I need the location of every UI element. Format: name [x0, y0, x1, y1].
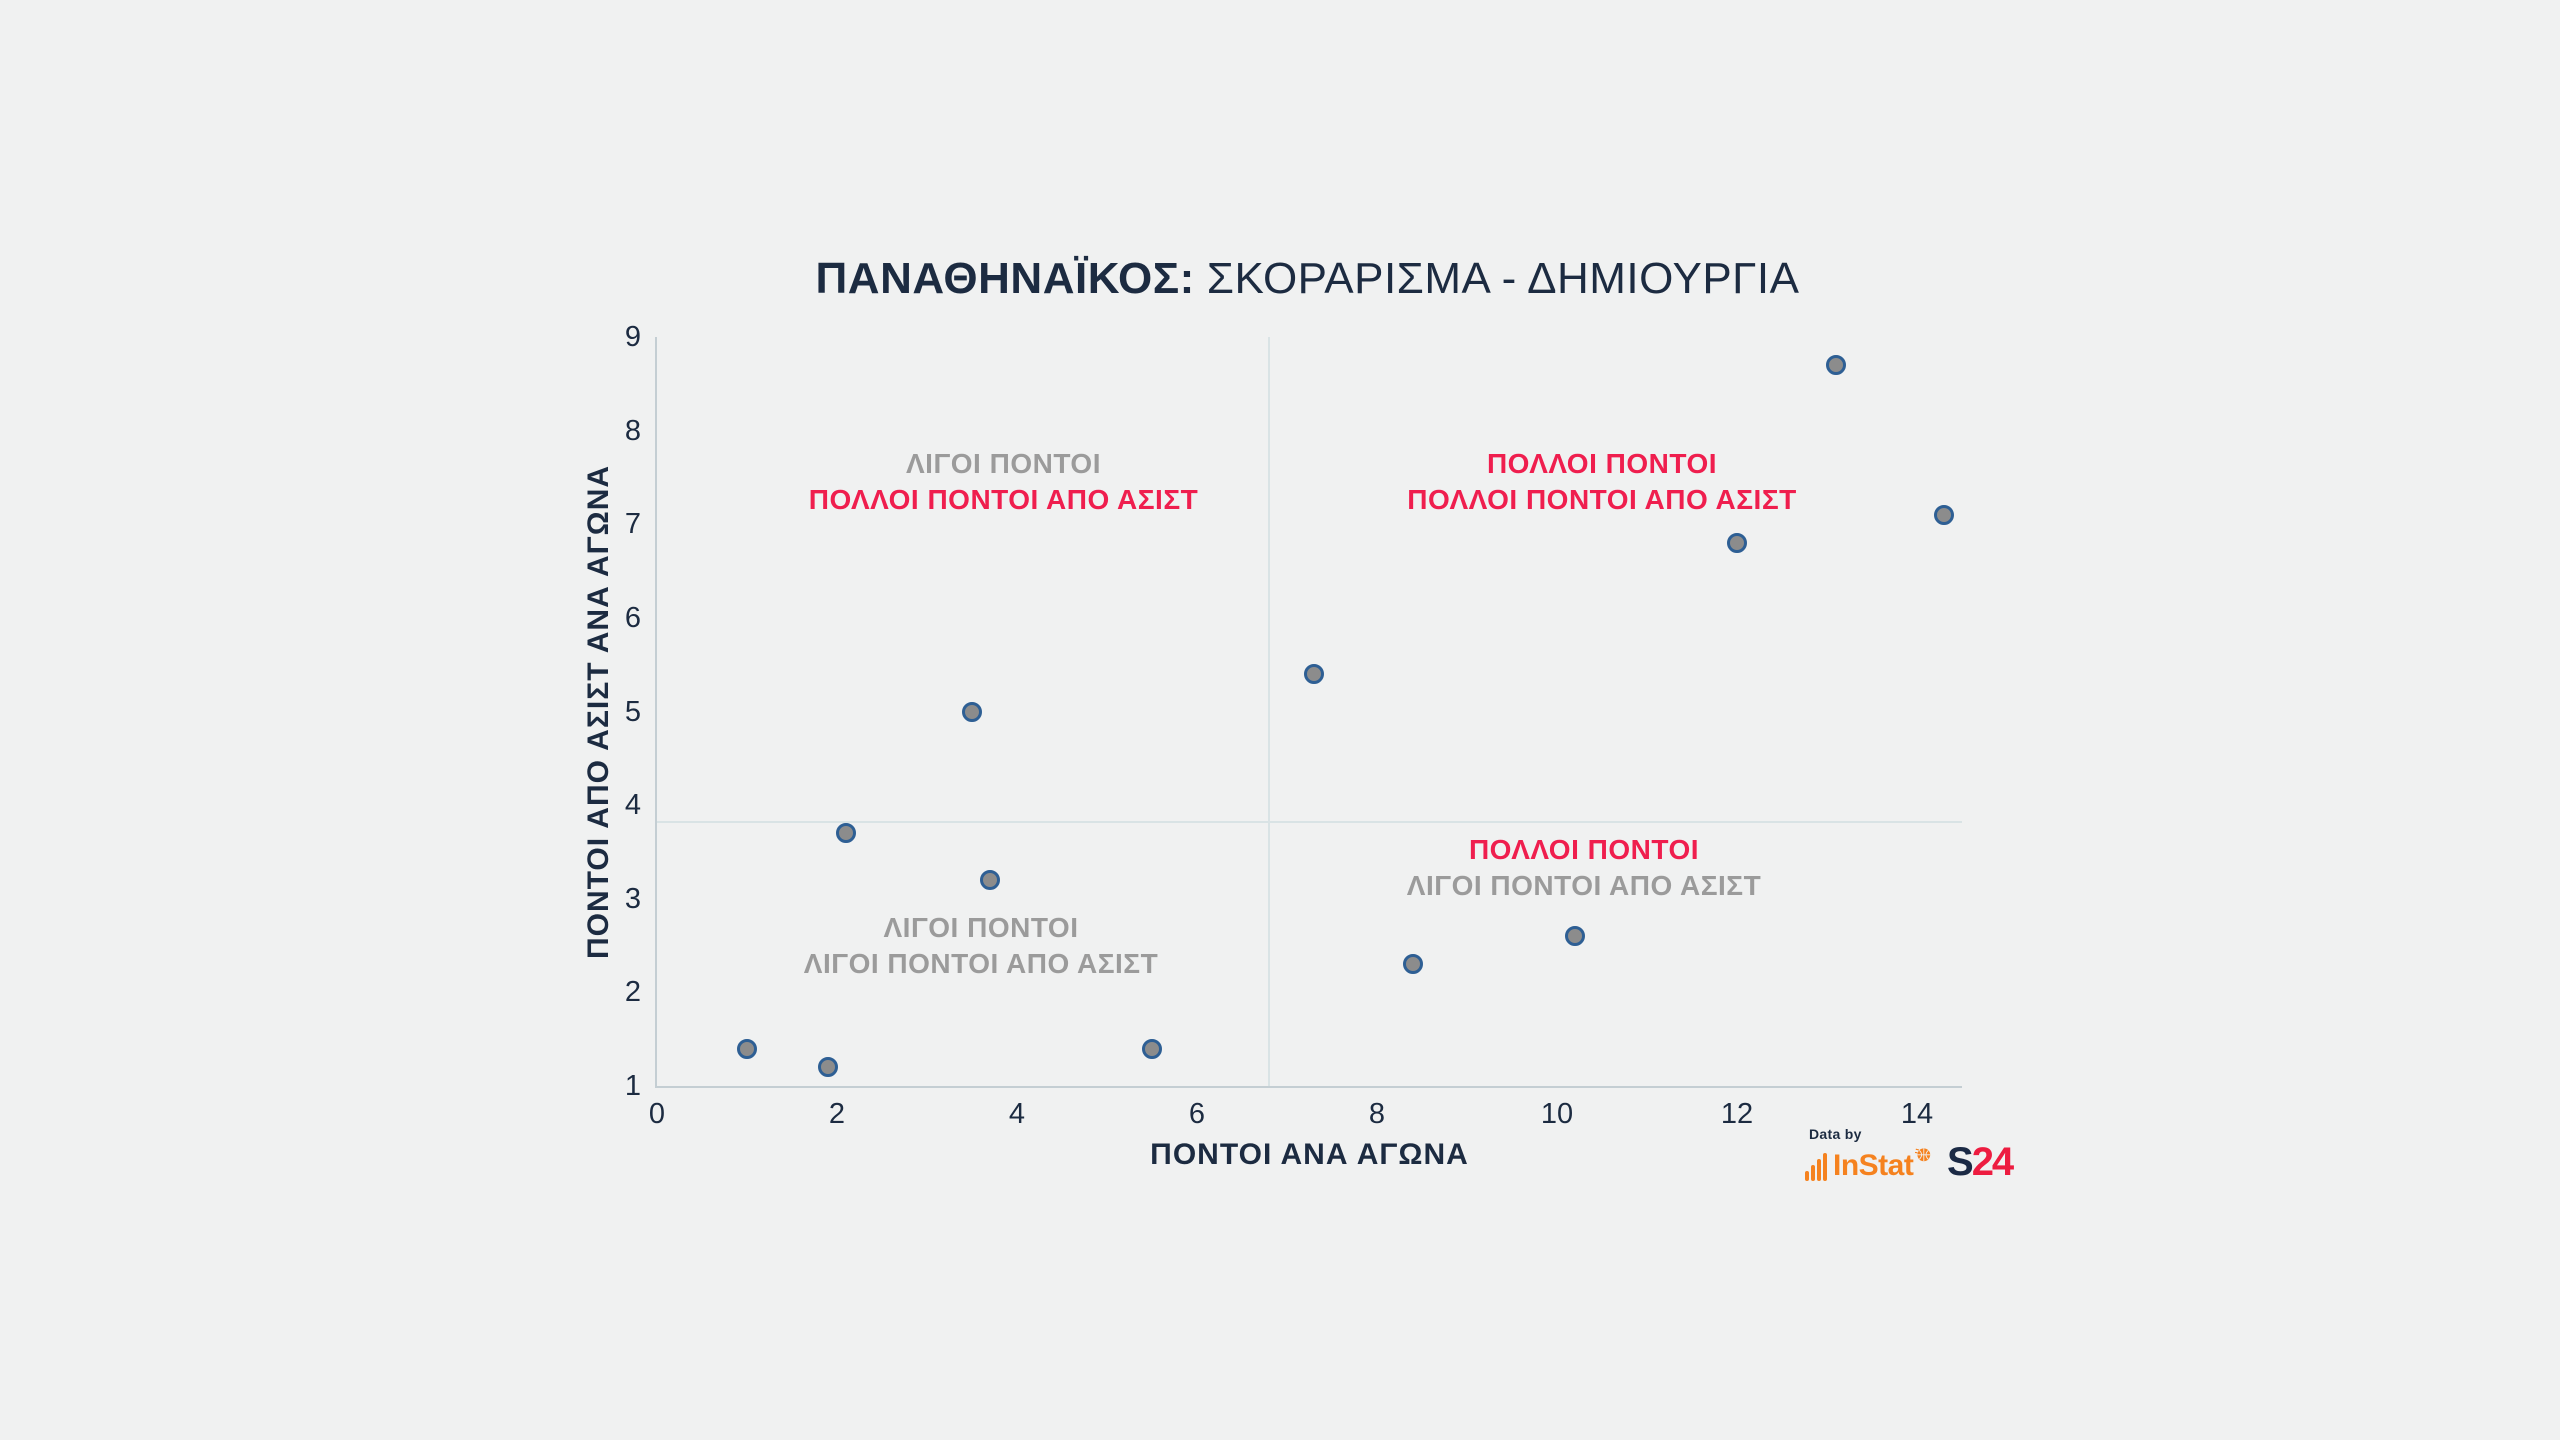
data-point [1403, 954, 1423, 975]
x-tick-label: 6 [1188, 1098, 1206, 1130]
data-point [962, 701, 982, 722]
quadrant-label-line: ΛΙΓΟΙ ΠΟΝΤΟΙ [905, 448, 1101, 480]
quadrant-divider-horizontal [657, 820, 1962, 823]
quadrant-label-line: ΠΟΛΛΟΙ ΠΟΝΤΟΙ [1486, 448, 1718, 480]
y-tick-label: 8 [624, 414, 641, 447]
s24-letter: S [1947, 1140, 1974, 1184]
y-tick-label: 7 [624, 508, 641, 541]
y-tick-label: 4 [624, 789, 641, 822]
data-point [1142, 1038, 1162, 1059]
quadrant-label-line: ΠΟΛΛΟΙ ΠΟΝΤΟΙ ΑΠΟ ΑΣΙΣΤ [808, 484, 1199, 516]
x-tick-label: 12 [1720, 1098, 1754, 1130]
chart-title-subject: ΣΚΟΡΑΡΙΣΜΑ - ΔΗΜΙΟΥΡΓΙΑ [1206, 254, 1800, 303]
plot-area: ΠΟΝΤΟΙ ΑΝΑ ΑΓΩΝΑ ΠΟΝΤΟΙ ΑΠΟ ΑΣΙΣΤ ΑΝΑ ΑΓ… [582, 321, 1962, 1171]
quadrant-label: ΛΙΓΟΙ ΠΟΝΤΟΙ ΠΟΛΛΟΙ ΠΟΝΤΟΙ ΑΠΟ ΑΣΙΣΤ [809, 446, 1198, 518]
y-tick-label: 6 [624, 601, 641, 634]
x-tick-label: 2 [828, 1098, 846, 1130]
quadrant-label: ΠΟΛΛΟΙ ΠΟΝΤΟΙ ΛΙΓΟΙ ΠΟΝΤΟΙ ΑΠΟ ΑΣΙΣΤ [1407, 832, 1761, 904]
y-tick-label: 3 [624, 882, 641, 915]
footer-logos: Data by InStat S24 [1805, 1126, 2065, 1186]
quadrant-divider-vertical [1268, 337, 1270, 1086]
instat-logo: InStat [1805, 1146, 1931, 1181]
x-tick-label: 14 [1900, 1098, 1934, 1130]
basketball-icon [1915, 1146, 1931, 1167]
data-point [1826, 355, 1846, 376]
x-axis-title: ΠΟΝΤΟΙ ΑΝΑ ΑΓΩΝΑ [1150, 1138, 1469, 1171]
data-point [836, 823, 856, 844]
quadrant-label: ΠΟΛΛΟΙ ΠΟΝΤΟΙ ΠΟΛΛΟΙ ΠΟΝΤΟΙ ΑΠΟ ΑΣΙΣΤ [1407, 446, 1796, 518]
quadrant-label-line: ΛΙΓΟΙ ΠΟΝΤΟΙ ΑΠΟ ΑΣΙΣΤ [803, 947, 1159, 979]
chart-title: ΠΑΝΑΘΗΝΑΪΚΟΣ: ΣΚΟΡΑΡΙΣΜΑ - ΔΗΜΙΟΥΡΓΙΑ [655, 254, 1960, 304]
data-point [1934, 504, 1954, 525]
quadrant-label: ΛΙΓΟΙ ΠΟΝΤΟΙ ΛΙΓΟΙ ΠΟΝΤΟΙ ΑΠΟ ΑΣΙΣΤ [804, 910, 1158, 982]
chart-title-team: ΠΑΝΑΘΗΝΑΪΚΟΣ: [815, 254, 1195, 303]
y-tick-label: 9 [624, 321, 641, 353]
s24-logo: S24 [1947, 1140, 2014, 1184]
x-tick-label: 0 [648, 1098, 666, 1130]
instat-wordmark: InStat [1833, 1149, 1914, 1182]
data-point [1565, 926, 1585, 947]
quadrant-label-line: ΠΟΛΛΟΙ ΠΟΝΤΟΙ ΑΠΟ ΑΣΙΣΤ [1407, 484, 1797, 516]
x-tick-label: 10 [1540, 1098, 1574, 1130]
data-point [1727, 532, 1747, 553]
data-by-label: Data by [1809, 1126, 1862, 1142]
s24-number: 24 [1971, 1140, 2014, 1184]
data-point [818, 1057, 838, 1078]
y-tick-label: 1 [624, 1070, 641, 1102]
x-tick-label: 8 [1368, 1098, 1386, 1130]
data-point [980, 870, 1000, 891]
x-tick-label: 4 [1008, 1098, 1026, 1130]
data-point [1304, 664, 1324, 685]
y-tick-label: 2 [624, 976, 641, 1009]
bar-chart-icon [1805, 1153, 1829, 1181]
quadrant-label-line: ΠΟΛΛΟΙ ΠΟΝΤΟΙ [1468, 833, 1700, 865]
y-tick-label: 5 [624, 695, 641, 728]
data-point [737, 1038, 757, 1059]
quadrant-label-line: ΛΙΓΟΙ ΠΟΝΤΟΙ ΑΠΟ ΑΣΙΣΤ [1406, 869, 1762, 901]
quadrant-label-line: ΛΙΓΟΙ ΠΟΝΤΟΙ [883, 911, 1079, 943]
y-axis-title: ΠΟΝΤΟΙ ΑΠΟ ΑΣΙΣΤ ΑΝΑ ΑΓΩΝΑ [582, 464, 615, 959]
